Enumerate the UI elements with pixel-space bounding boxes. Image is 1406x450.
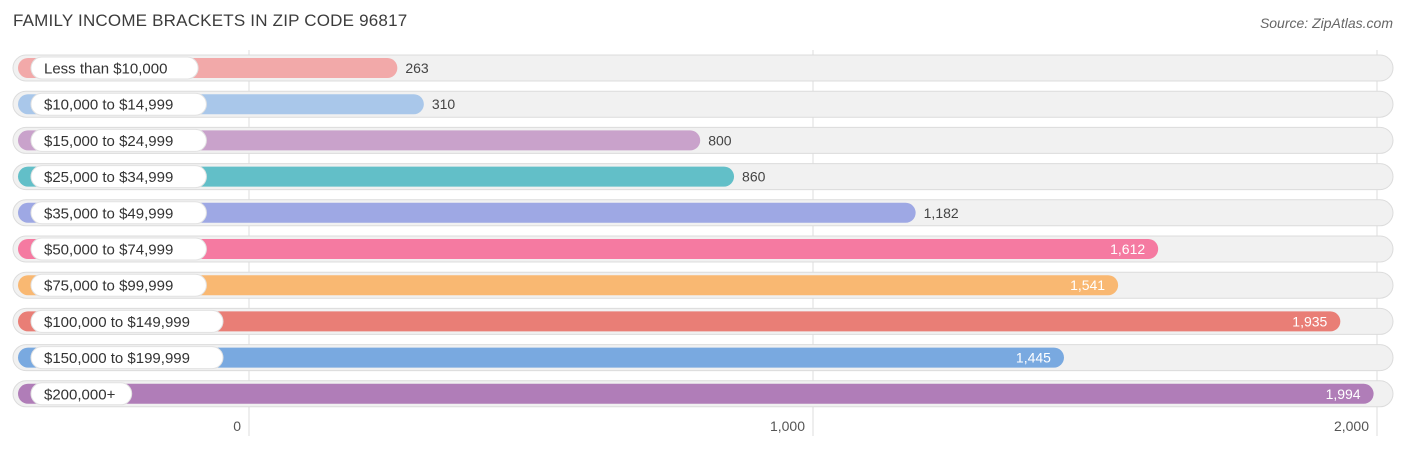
value-label: 1,994 xyxy=(1326,386,1361,402)
category-pill xyxy=(30,382,133,406)
category-pill xyxy=(30,128,207,152)
chart-title: FAMILY INCOME BRACKETS IN ZIP CODE 96817 xyxy=(13,11,408,30)
x-axis-ticks: 0 1,000 2,000 xyxy=(233,418,1369,434)
category-pill xyxy=(30,346,224,370)
bar-row: $50,000 to $74,999 1,612 xyxy=(12,235,1394,263)
bar-row: $75,000 to $99,999 1,541 xyxy=(12,271,1394,299)
x-tick-label: 0 xyxy=(233,418,241,434)
bars-layer: Less than $10,000 263 $10,000 to $14,999 31… xyxy=(12,54,1394,408)
value-label: 1,541 xyxy=(1070,277,1105,293)
category-label: Less than $10,000 xyxy=(44,61,167,78)
category-label: $200,000+ xyxy=(44,386,116,403)
category-pill xyxy=(30,201,207,225)
category-label: $15,000 to $24,999 xyxy=(44,133,173,150)
category-pill xyxy=(30,273,207,297)
value-label: 1,935 xyxy=(1292,313,1327,329)
bar-row: $35,000 to $49,999 1,182 xyxy=(12,199,1394,227)
bar-row: $10,000 to $14,999 310 xyxy=(12,90,1394,118)
x-tick-label: 2,000 xyxy=(1334,418,1369,434)
value-label: 1,612 xyxy=(1110,241,1145,257)
category-pill xyxy=(30,92,207,116)
category-label: $100,000 to $149,999 xyxy=(44,314,190,331)
category-label: $150,000 to $199,999 xyxy=(44,350,190,367)
bar-row: $150,000 to $199,999 1,445 xyxy=(12,344,1394,372)
value-label: 860 xyxy=(742,169,766,185)
category-label: $35,000 to $49,999 xyxy=(44,205,173,222)
bar-row: $15,000 to $24,999 800 xyxy=(12,126,1394,154)
bar-row: $25,000 to $34,999 860 xyxy=(12,163,1394,191)
category-label: $10,000 to $14,999 xyxy=(44,97,173,114)
source-label: Source: ZipAtlas.com xyxy=(1259,15,1393,31)
bar-row: $200,000+ 1,994 xyxy=(12,380,1394,408)
bar-row: $100,000 to $149,999 1,935 xyxy=(12,307,1394,335)
category-label: $25,000 to $34,999 xyxy=(44,169,173,186)
value-label: 800 xyxy=(708,132,732,148)
category-pill xyxy=(30,237,207,261)
category-label: $75,000 to $99,999 xyxy=(44,278,173,295)
value-label: 1,445 xyxy=(1016,350,1051,366)
category-label: $50,000 to $74,999 xyxy=(44,242,173,259)
category-pill xyxy=(30,309,224,333)
bar[interactable] xyxy=(18,311,1341,332)
category-pill xyxy=(30,165,207,189)
bar[interactable] xyxy=(18,347,1064,368)
bar[interactable] xyxy=(18,275,1119,296)
bar[interactable] xyxy=(18,202,916,223)
x-tick-label: 1,000 xyxy=(770,418,805,434)
value-label: 310 xyxy=(432,96,456,112)
bar-row: Less than $10,000 263 xyxy=(12,54,1394,82)
bar[interactable] xyxy=(18,383,1374,404)
bar[interactable] xyxy=(18,239,1159,259)
value-label: 263 xyxy=(405,60,429,76)
category-pill xyxy=(30,56,199,80)
value-label: 1,182 xyxy=(924,205,959,221)
